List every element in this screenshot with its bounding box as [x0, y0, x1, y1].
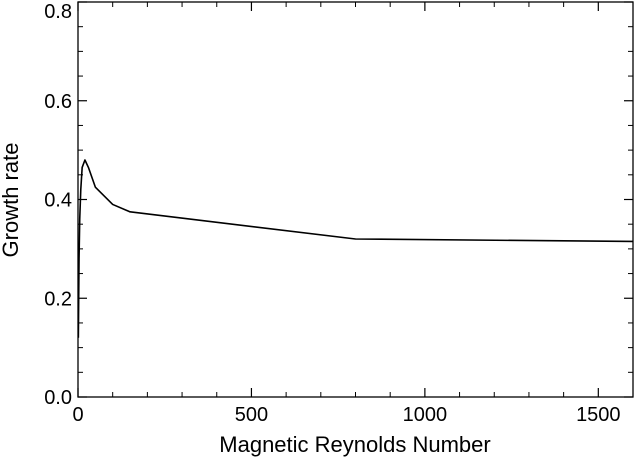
y-tick-label: 0.2: [44, 288, 72, 310]
x-axis-label: Magnetic Reynolds Number: [219, 432, 490, 457]
y-tick-label: 0.8: [44, 1, 72, 23]
y-tick-label: 0.4: [44, 190, 72, 212]
plot-frame: [77, 1, 634, 398]
x-tick-label: 0: [72, 404, 83, 426]
series-line: [77, 159, 634, 338]
series-group: [77, 159, 634, 338]
y-axis-ticks: 0.0 0.2 0.4 0.6 0.8: [44, 1, 633, 409]
x-tick-label: 1500: [576, 404, 621, 426]
y-axis-label: Growth rate: [0, 143, 23, 258]
x-axis-ticks: 0 500 1000 1500: [72, 2, 634, 426]
x-tick-label: 500: [235, 404, 268, 426]
y-tick-label: 0.6: [44, 91, 72, 113]
y-tick-label: 0.0: [44, 387, 72, 409]
x-tick-label: 1000: [403, 404, 448, 426]
